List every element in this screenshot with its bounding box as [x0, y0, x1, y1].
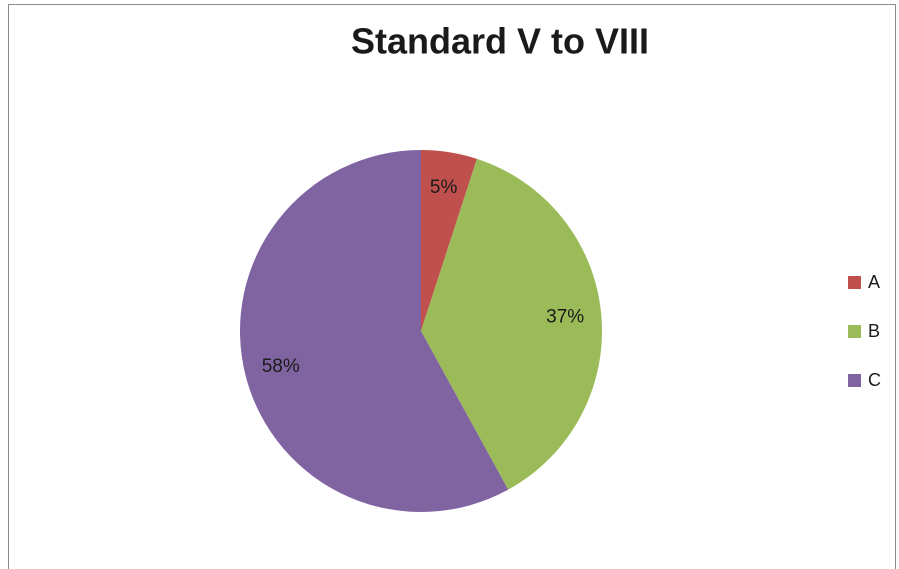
- chart-title: Standard V to VIII: [351, 21, 649, 62]
- pie-slice: [421, 158, 603, 490]
- legend-label: C: [868, 370, 881, 390]
- legend-swatch: [848, 325, 861, 338]
- pie-slice: [421, 150, 477, 331]
- data-label: 37%: [546, 306, 584, 327]
- legend-swatch: [848, 276, 861, 289]
- data-label: 58%: [262, 356, 300, 377]
- legend-swatch: [848, 374, 861, 387]
- data-label: 5%: [430, 177, 458, 198]
- legend-label: A: [868, 272, 880, 292]
- legend-label: B: [868, 321, 880, 341]
- pie-slice: [240, 150, 509, 512]
